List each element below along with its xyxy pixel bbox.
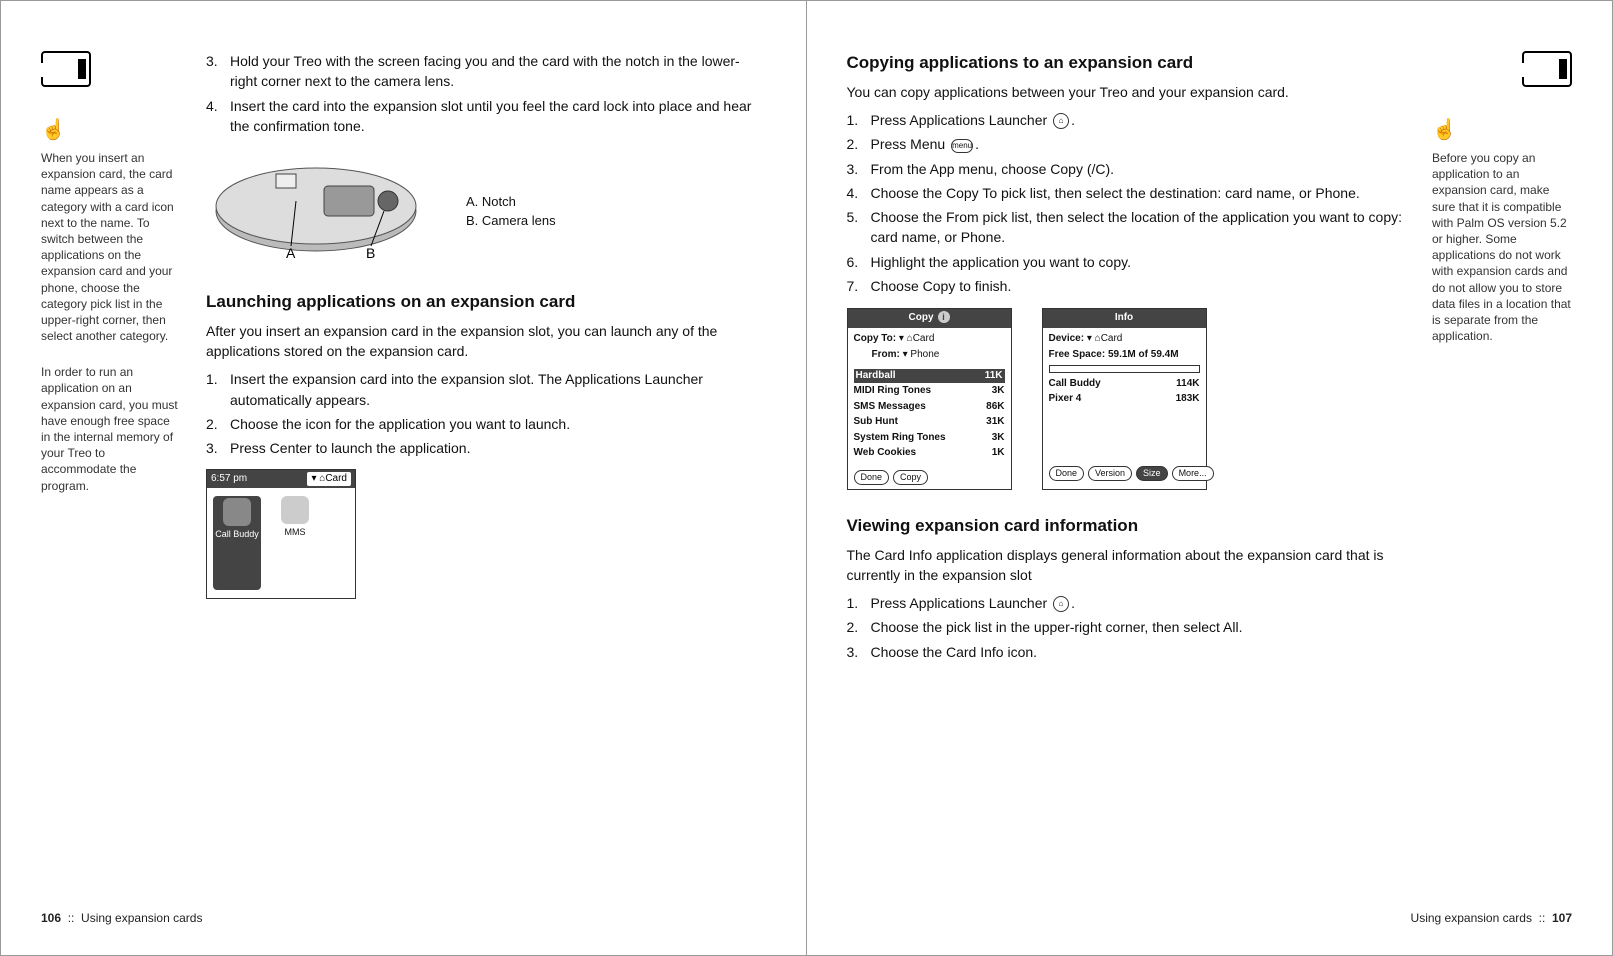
footer-left: 106 :: Using expansion cards — [41, 911, 202, 925]
tip-icon-right: ☝ — [1432, 117, 1572, 144]
svg-text:B: B — [366, 245, 375, 261]
viewing-lead: The Card Info application displays gener… — [847, 545, 1408, 586]
svg-text:A: A — [286, 245, 296, 261]
launcher-icon-2: ⌂ — [1053, 596, 1069, 612]
right-main: Copying applications to an expansion car… — [847, 51, 1408, 666]
copy-button[interactable]: Copy — [893, 470, 928, 485]
figure-labels: A. Notch B. Camera lens — [466, 192, 556, 231]
heading-copying: Copying applications to an expansion car… — [847, 51, 1408, 76]
info-dialog: Info Device: ▾ ⌂Card Free Space: 59.1M o… — [1042, 308, 1207, 490]
sd-card-icon-right — [1522, 51, 1572, 87]
done-button-2[interactable]: Done — [1049, 466, 1085, 481]
tip-block-right: ☝ Before you copy an application to an e… — [1432, 117, 1572, 344]
tip-block-2: In order to run an application on an exp… — [41, 364, 181, 494]
tip-icon: ☝ — [41, 117, 181, 144]
page-107: Copying applications to an expansion car… — [807, 1, 1613, 955]
treo-illustration: A B — [206, 156, 446, 266]
heading-launching: Launching applications on an expansion c… — [206, 290, 766, 315]
heading-viewing: Viewing expansion card information — [847, 514, 1408, 539]
copying-lead: You can copy applications between your T… — [847, 82, 1408, 102]
menu-icon: menu — [951, 139, 973, 153]
left-sidebar: ☝ When you insert an expansion card, the… — [41, 51, 181, 599]
step-3: 3. Hold your Treo with the screen facing… — [206, 51, 766, 92]
treo-figure: A B A. Notch B. Camera lens — [206, 156, 766, 266]
mms-icon — [281, 496, 309, 524]
tip-text-1: When you insert an expansion card, the c… — [41, 151, 174, 343]
launching-lead: After you insert an expansion card in th… — [206, 321, 766, 362]
launcher-screenshot: 6:57 pm ▾ ⌂Card Call Buddy MMS — [206, 469, 356, 600]
call-buddy-icon — [223, 498, 251, 526]
app-call-buddy: Call Buddy — [213, 496, 261, 590]
version-button[interactable]: Version — [1088, 466, 1132, 481]
step-4: 4. Insert the card into the expansion sl… — [206, 96, 766, 137]
free-space-bar — [1049, 365, 1200, 373]
tip-text-2: In order to run an application on an exp… — [41, 365, 178, 492]
page-106: ☝ When you insert an expansion card, the… — [1, 1, 807, 955]
footer-right: Using expansion cards :: 107 — [1411, 911, 1572, 925]
more-button[interactable]: More... — [1172, 466, 1214, 481]
right-sidebar: ☝ Before you copy an application to an e… — [1432, 51, 1572, 666]
left-main: 3. Hold your Treo with the screen facing… — [206, 51, 766, 599]
sd-card-icon — [41, 51, 91, 87]
size-button[interactable]: Size — [1136, 466, 1168, 481]
dialog-row: Copyi Copy To: ▾ ⌂Card From: ▾ Phone Har… — [847, 308, 1408, 490]
tip-text-right: Before you copy an application to an exp… — [1432, 151, 1571, 343]
info-icon: i — [938, 311, 950, 323]
tip-block-1: ☝ When you insert an expansion card, the… — [41, 117, 181, 344]
app-mms: MMS — [271, 496, 319, 590]
launcher-icon: ⌂ — [1053, 113, 1069, 129]
copy-dialog: Copyi Copy To: ▾ ⌂Card From: ▾ Phone Har… — [847, 308, 1012, 490]
done-button[interactable]: Done — [854, 470, 890, 485]
